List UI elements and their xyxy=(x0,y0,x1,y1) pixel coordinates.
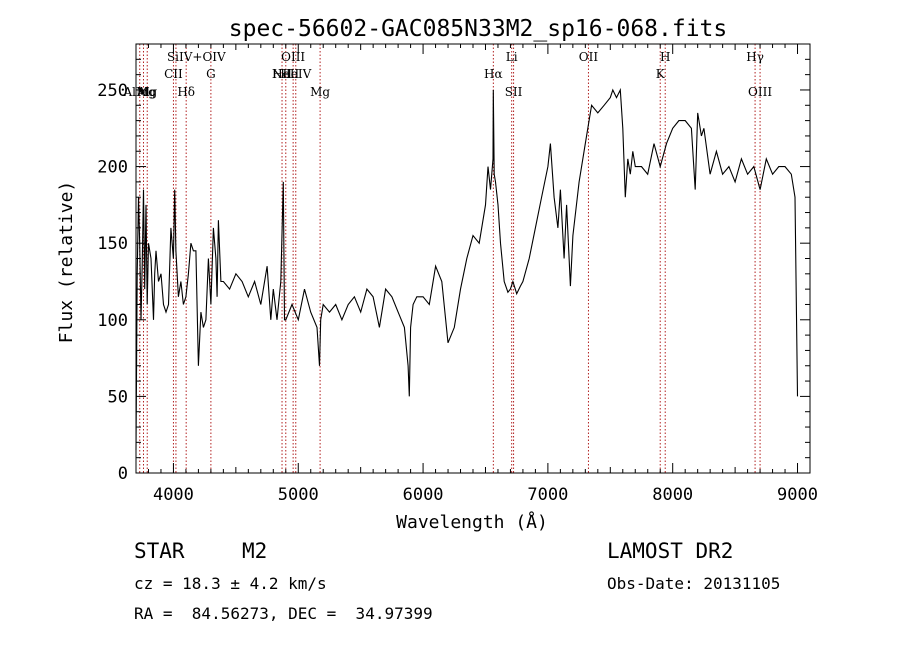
line-label-19: OIII xyxy=(748,85,772,99)
survey-name: LAMOST DR2 xyxy=(607,539,734,563)
line-label-18: Hγ xyxy=(746,50,764,64)
y-tick-label-100: 100 xyxy=(97,311,128,331)
line-label-10: HeIV xyxy=(280,67,311,81)
x-axis-label: Wavelength (Å) xyxy=(396,511,548,533)
object-subclass: M2 xyxy=(242,539,268,563)
y-tick-label-200: 200 xyxy=(97,158,128,178)
object-type: STAR xyxy=(134,539,185,563)
line-label-15: OII xyxy=(579,50,599,64)
x-tick-label-6000: 6000 xyxy=(403,485,444,505)
line-label-4: SiIV+OIV xyxy=(167,50,226,64)
line-label-7: NII xyxy=(272,67,292,81)
spectrum-line xyxy=(135,87,799,451)
x-tick-label-4000: 4000 xyxy=(153,485,194,505)
redshift-cz: cz = 18.3 ± 4.2 km/s xyxy=(134,574,327,593)
plot-frame xyxy=(135,43,811,474)
x-tick-label-5000: 5000 xyxy=(278,485,319,505)
line-label-14: SII xyxy=(505,85,523,99)
line-label-3: CII xyxy=(164,67,183,81)
chart-title: spec-56602-GAC085N33M2_sp16-068.fits xyxy=(229,16,728,42)
y-tick-label-150: 150 xyxy=(97,234,128,254)
y-axis-label: Flux (relative) xyxy=(56,181,77,344)
line-label-9: OIII xyxy=(281,50,305,64)
line-label-2: Mg xyxy=(137,85,157,99)
line-label-1: Al xyxy=(136,85,150,99)
line-label-0: AlMg xyxy=(123,85,157,99)
y-tick-label-0: 0 xyxy=(118,464,128,484)
line-label-17: H xyxy=(660,50,670,64)
y-tick-label-50: 50 xyxy=(108,387,128,407)
line-label-16: K xyxy=(656,67,666,81)
coordinates: RA = 84.56273, DEC = 34.97399 xyxy=(134,604,433,623)
line-label-5: Hδ xyxy=(177,85,195,99)
line-label-13: Li xyxy=(506,50,518,64)
x-tick-label-7000: 7000 xyxy=(527,485,568,505)
plot-area: 4000 5000 6000 7000 8000 9000050100150200250A… xyxy=(97,43,818,505)
line-label-11: Mg xyxy=(310,85,330,99)
y-tick-label-250: 250 xyxy=(97,81,128,101)
x-tick-label-8000: 8000 xyxy=(652,485,693,505)
line-label-8: HeII xyxy=(272,67,299,81)
line-label-12: Hα xyxy=(484,67,503,81)
x-tick-label-9000: 9000 xyxy=(777,485,818,505)
observation-date: Obs-Date: 20131105 xyxy=(607,574,781,593)
line-label-6: G xyxy=(206,67,216,81)
